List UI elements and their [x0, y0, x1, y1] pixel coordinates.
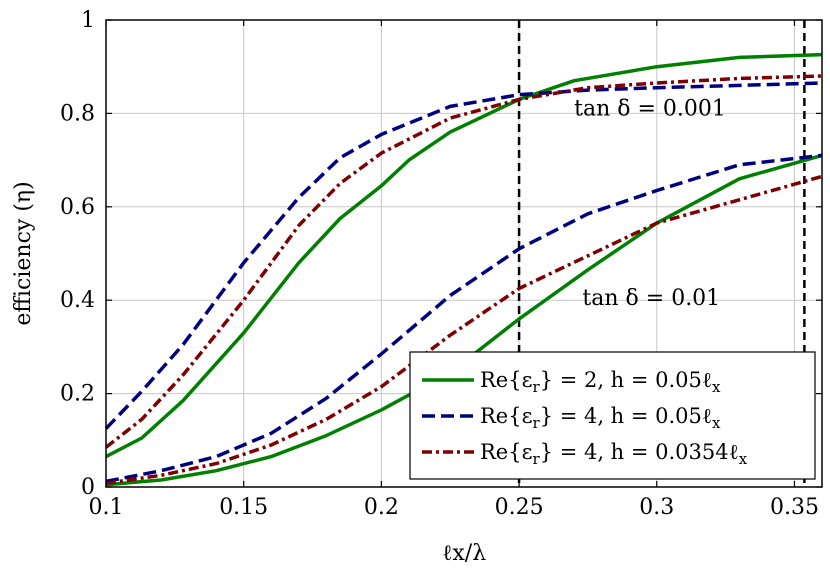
y-tick-label: 1: [81, 8, 95, 33]
x-tick-label: 0.15: [219, 495, 268, 520]
legend: Re{εr} = 2, h = 0.05ℓx Re{εr} = 4, h = 0.…: [409, 351, 816, 480]
series-line: [104, 74, 823, 449]
axis-ticks: 0.1 0.15 0.2 0.25 0.3 0.35 0 0.2 0.4 0.6 0.8 1: [60, 8, 822, 520]
y-tick-label: 0.2: [60, 382, 95, 407]
x-axis-title: ℓx/λ: [442, 541, 486, 566]
x-tick-label: 0.3: [639, 495, 674, 520]
x-tick-label: 0.1: [89, 495, 124, 520]
legend-label: Re{εr} = 2, h = 0.05ℓx: [480, 368, 721, 396]
y-tick-label: 0: [81, 475, 95, 500]
y-tick-label: 0.8: [60, 101, 95, 126]
y-axis-title: efficiency (η): [11, 181, 36, 325]
series-line: [105, 52, 823, 459]
loss-tangent-label: tan δ = 0.001: [574, 97, 726, 122]
series-lines: [104, 52, 823, 487]
x-tick-label: 0.2: [364, 495, 399, 520]
legend-label: Re{εr} = 4, h = 0.0354ℓx: [480, 440, 748, 468]
legend-label: Re{εr} = 4, h = 0.05ℓx: [480, 404, 721, 432]
y-tick-label: 0.6: [60, 195, 95, 220]
series-line: [104, 81, 823, 430]
plot-frame: [105, 19, 823, 488]
annotations: tan δ = 0.001 tan δ = 0.01: [574, 97, 726, 311]
x-tick-label: 0.35: [770, 495, 819, 520]
x-tick-label: 0.25: [495, 495, 544, 520]
y-tick-label: 0.4: [60, 288, 95, 313]
loss-tangent-label: tan δ = 0.01: [582, 286, 720, 311]
legend-box: [409, 351, 816, 480]
series-line: [105, 153, 823, 484]
